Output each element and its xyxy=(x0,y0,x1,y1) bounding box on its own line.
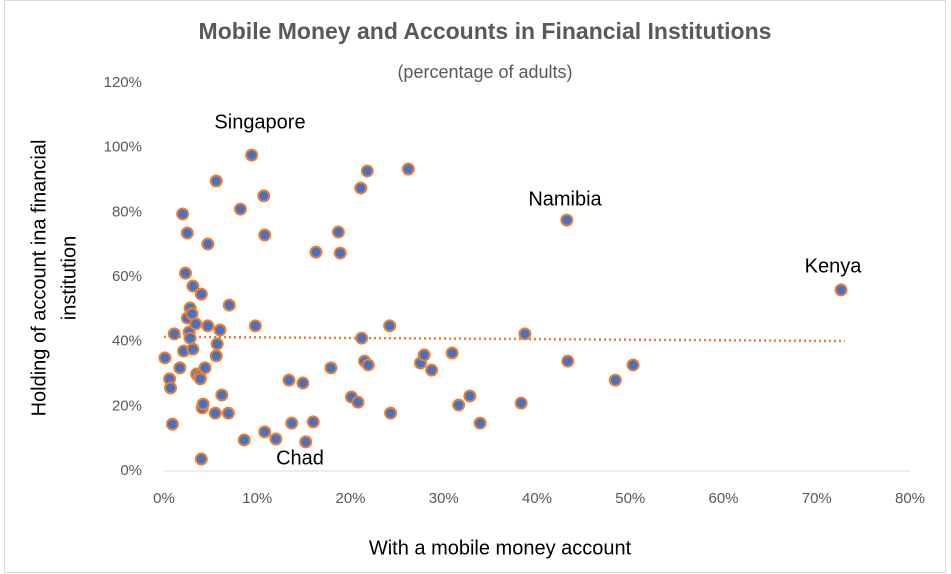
point xyxy=(361,358,375,372)
point xyxy=(165,417,179,431)
point xyxy=(518,327,532,341)
x-tick-label: 80% xyxy=(895,490,925,507)
x-tick-label: 70% xyxy=(802,490,832,507)
x-tick-label: 40% xyxy=(522,490,552,507)
point xyxy=(452,398,466,412)
point xyxy=(306,415,320,429)
x-tick-label: 10% xyxy=(242,490,272,507)
point xyxy=(561,354,575,368)
point xyxy=(164,381,178,395)
chart-border xyxy=(4,0,946,573)
point xyxy=(351,395,365,409)
point xyxy=(210,337,224,351)
x-axis-title: With a mobile money account xyxy=(369,537,632,559)
point xyxy=(417,348,431,362)
x-tick-label: 50% xyxy=(615,490,645,507)
point xyxy=(198,361,212,375)
point xyxy=(269,432,283,446)
point xyxy=(473,416,487,430)
point xyxy=(213,323,227,337)
point xyxy=(215,388,229,402)
point xyxy=(194,452,208,466)
point xyxy=(425,363,439,377)
point xyxy=(258,228,272,242)
y-axis-title: institution xyxy=(58,236,80,321)
point xyxy=(233,202,247,216)
point xyxy=(560,213,574,227)
point xyxy=(355,331,369,345)
point xyxy=(299,435,313,449)
point xyxy=(257,189,271,203)
annotation: Kenya xyxy=(805,255,863,277)
y-tick-label: 0% xyxy=(120,462,142,479)
point xyxy=(178,266,192,280)
point xyxy=(354,181,368,195)
point xyxy=(401,162,415,176)
point xyxy=(201,237,215,251)
point xyxy=(248,319,262,333)
point xyxy=(285,416,299,430)
point xyxy=(514,396,528,410)
point xyxy=(245,148,259,162)
y-tick-label: 100% xyxy=(104,139,142,156)
y-tick-label: 40% xyxy=(112,333,142,350)
point xyxy=(221,406,235,420)
x-tick-label: 30% xyxy=(429,490,459,507)
point xyxy=(183,331,197,345)
chart-subtitle: (percentage of adults) xyxy=(397,62,572,82)
point xyxy=(173,361,187,375)
point xyxy=(176,207,190,221)
annotation: Singapore xyxy=(214,111,305,133)
chart-title: Mobile Money and Accounts in Financial I… xyxy=(199,18,772,44)
trendline xyxy=(163,335,845,343)
point xyxy=(186,279,200,293)
y-tick-label: 60% xyxy=(112,268,142,285)
point xyxy=(331,225,345,239)
point xyxy=(208,406,222,420)
point xyxy=(333,246,347,260)
annotation: Namibia xyxy=(528,188,602,210)
point xyxy=(222,298,236,312)
point xyxy=(834,283,848,297)
point xyxy=(608,373,622,387)
point xyxy=(237,433,251,447)
point xyxy=(360,164,374,178)
point xyxy=(324,361,338,375)
point xyxy=(196,397,210,411)
point xyxy=(194,287,208,301)
point xyxy=(189,317,203,331)
point xyxy=(626,358,640,372)
y-tick-label: 120% xyxy=(104,74,142,91)
y-tick-label: 20% xyxy=(112,397,142,414)
x-tick-label: 60% xyxy=(708,490,738,507)
y-tick-label: 80% xyxy=(112,203,142,220)
point xyxy=(296,376,310,390)
point xyxy=(180,226,194,240)
point xyxy=(309,245,323,259)
point xyxy=(384,406,398,420)
y-axis-title: Holding of account ina financial xyxy=(28,140,50,417)
point xyxy=(158,351,172,365)
point xyxy=(201,319,215,333)
point xyxy=(186,342,200,356)
annotation: Chad xyxy=(276,447,324,469)
point xyxy=(445,346,459,360)
point xyxy=(463,389,477,403)
x-tick-label: 0% xyxy=(153,490,175,507)
point xyxy=(282,373,296,387)
point xyxy=(209,349,223,363)
point xyxy=(383,319,397,333)
x-tick-label: 20% xyxy=(335,490,365,507)
point xyxy=(167,327,181,341)
point xyxy=(258,425,272,439)
point xyxy=(193,372,207,386)
point xyxy=(209,174,223,188)
